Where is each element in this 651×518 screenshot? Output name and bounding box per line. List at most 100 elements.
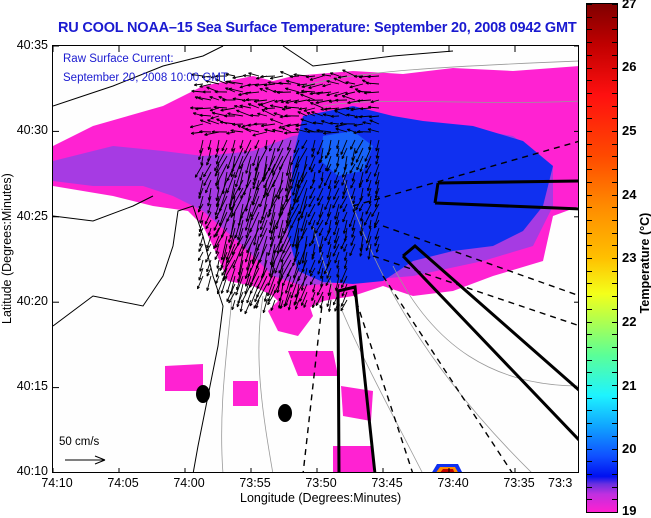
- current-vector: [280, 99, 292, 103]
- current-vector-head: [228, 239, 232, 243]
- current-vector: [309, 187, 316, 199]
- current-vector-head: [367, 76, 371, 79]
- colorbar-tick: [612, 131, 617, 132]
- current-vector-head: [290, 162, 294, 166]
- colorbar-title: Temperature (°C): [638, 212, 651, 314]
- colorbar-tick: [612, 360, 617, 361]
- survey-lines: [302, 140, 578, 472]
- current-vector-head: [341, 303, 344, 307]
- current-vector-head: [280, 306, 283, 309]
- current-vector: [300, 211, 308, 232]
- current-vector: [267, 291, 276, 306]
- current-vector-head: [211, 131, 215, 134]
- current-vector: [353, 123, 364, 127]
- colorbar-tick: [612, 283, 617, 284]
- colorbar-tick: [587, 118, 592, 119]
- current-vector-head: [260, 76, 264, 79]
- current-vector-head: [278, 279, 282, 282]
- current-vector: [295, 227, 300, 248]
- current-vector-head: [206, 86, 210, 90]
- current-vector-head: [374, 225, 377, 229]
- current-vector: [358, 179, 364, 188]
- current-vector: [208, 139, 212, 150]
- current-vector-head: [350, 147, 353, 150]
- current-vector: [328, 179, 332, 190]
- current-vector: [252, 131, 268, 136]
- current-vector-head: [338, 77, 342, 79]
- current-vector: [250, 114, 260, 117]
- current-vector: [325, 147, 332, 159]
- current-vector-head: [270, 231, 274, 234]
- current-vector-head: [346, 114, 350, 117]
- current-vector: [342, 187, 348, 199]
- current-vector: [280, 71, 292, 77]
- current-vector: [318, 251, 324, 264]
- current-vector-head: [214, 257, 218, 260]
- current-vector-head: [252, 135, 256, 137]
- current-vector: [223, 259, 236, 280]
- current-vector-head: [219, 268, 223, 272]
- current-vector-head: [342, 196, 345, 200]
- current-vector-head: [264, 298, 267, 302]
- current-vector-head: [206, 269, 210, 273]
- map-plot-area[interactable]: Raw Surface Current: September 20, 2008 …: [52, 45, 579, 473]
- current-vector-head: [252, 186, 256, 190]
- current-vector-head: [235, 235, 238, 239]
- current-vector-head: [298, 211, 302, 215]
- current-vector-head: [220, 110, 224, 112]
- current-vector: [301, 267, 308, 291]
- current-vector: [221, 219, 228, 238]
- current-vector-head: [301, 146, 305, 150]
- current-vector-head: [274, 290, 277, 294]
- current-vector-head: [272, 129, 276, 132]
- current-vector-head: [297, 186, 301, 189]
- current-vector-head: [266, 194, 270, 197]
- current-vector-head: [316, 93, 320, 96]
- current-vector-head: [277, 290, 280, 293]
- current-vector-head: [226, 299, 230, 302]
- current-vector-head: [238, 187, 242, 191]
- sst-field: [53, 66, 578, 472]
- x-axis-title: Longitude (Degrees:Minutes): [240, 491, 402, 505]
- current-vector: [301, 291, 308, 306]
- current-vector-head: [215, 216, 219, 220]
- current-vector-head: [230, 130, 234, 133]
- colorbar-tick: [612, 233, 617, 234]
- colorbar-tick: [587, 144, 592, 145]
- current-vector: [320, 275, 324, 288]
- current-vector-head: [285, 290, 289, 294]
- current-vector: [246, 291, 252, 304]
- current-vector: [295, 123, 308, 127]
- current-vector: [370, 99, 380, 103]
- current-vector-head: [365, 211, 369, 215]
- current-vector: [294, 99, 308, 104]
- current-vector: [351, 187, 356, 200]
- colorbar-tick: [587, 106, 592, 107]
- current-vector: [270, 211, 284, 234]
- current-vector-head: [285, 87, 288, 91]
- current-vector: [375, 187, 380, 199]
- current-vector-head: [343, 230, 347, 234]
- current-vector: [259, 88, 268, 93]
- current-vector-head: [325, 222, 328, 226]
- current-vector-head: [285, 102, 289, 104]
- sst-map: [53, 46, 578, 472]
- current-vector: [216, 259, 220, 269]
- current-vector: [326, 291, 332, 307]
- current-vector-head: [240, 216, 244, 219]
- current-vector-head: [344, 258, 348, 261]
- current-vector: [286, 155, 292, 176]
- colorbar-tick: [587, 258, 592, 259]
- current-vector: [356, 155, 364, 171]
- current-vector-head: [245, 259, 248, 263]
- current-vector: [310, 163, 316, 173]
- current-vector: [311, 227, 316, 244]
- current-vector-head: [232, 265, 236, 269]
- colorbar-tick: [612, 499, 617, 500]
- current-vector: [374, 227, 380, 240]
- current-vector-head: [290, 295, 294, 299]
- current-vector: [278, 195, 284, 217]
- current-vector: [284, 131, 300, 134]
- current-vector-head: [357, 91, 361, 94]
- current-vector: [300, 118, 316, 125]
